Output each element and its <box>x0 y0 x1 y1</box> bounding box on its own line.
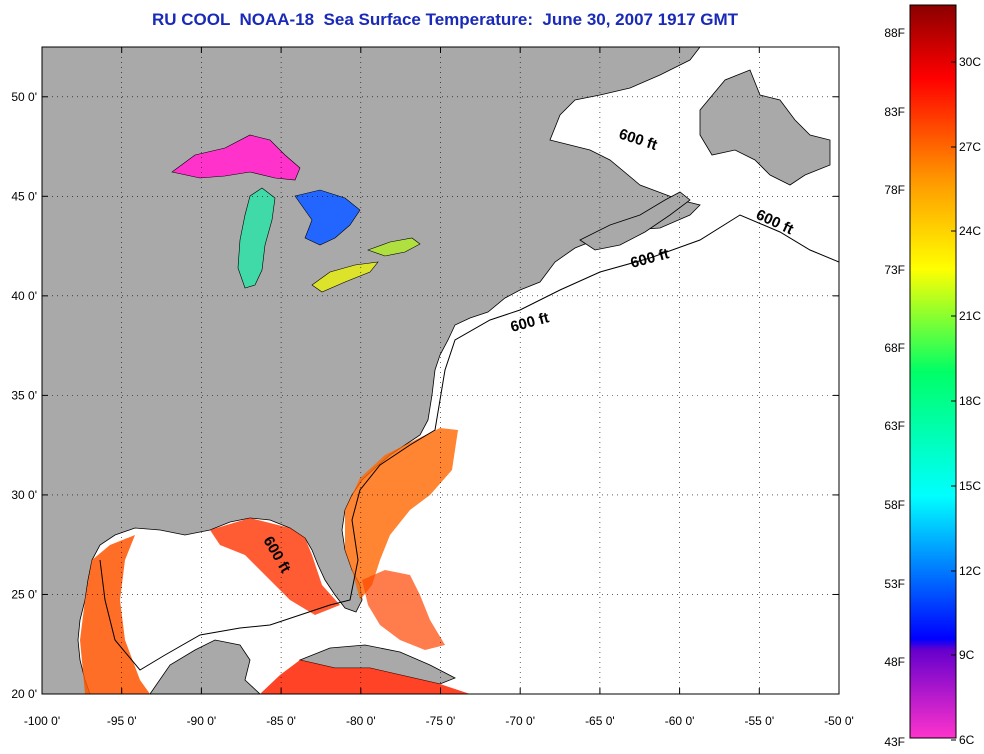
colorbar-c-label: 21C <box>959 309 981 323</box>
lon-tick-label: -95 0' <box>107 714 137 728</box>
colorbar-f-label: 73F <box>884 263 905 277</box>
colorbar-c-label: 24C <box>959 224 981 238</box>
lon-tick-label: -100 0' <box>24 714 60 728</box>
lat-tick-label: 40 0' <box>11 289 37 303</box>
gulf-sst-north <box>210 518 340 615</box>
atlantic-sst-band <box>345 428 458 600</box>
lake-ontario <box>367 237 421 257</box>
caribbean-sst <box>260 660 470 694</box>
contour-600ft <box>99 214 839 671</box>
colorbar-c-label: 27C <box>959 140 981 154</box>
colorbar-f-label: 78F <box>884 183 905 197</box>
colorbar-f-label: 63F <box>884 419 905 433</box>
map-title: RU COOL NOAA-18 Sea Surface Temperature:… <box>151 10 739 29</box>
lake-huron <box>294 189 361 246</box>
lat-tick-label: 45 0' <box>11 189 37 203</box>
lon-tick-label: -90 0' <box>187 714 217 728</box>
colorbar-c-label: 6C <box>959 733 975 747</box>
lat-tick-label: 30 0' <box>11 488 37 502</box>
lon-tick-label: -65 0' <box>585 714 615 728</box>
colorbar-f-label: 68F <box>884 341 905 355</box>
colorbar-c-label: 15C <box>959 479 981 493</box>
bahamas-sst <box>362 570 445 650</box>
nova-scotia-land <box>579 191 691 251</box>
colorbar-f-label: 48F <box>884 655 905 669</box>
gulf-sst-west <box>80 535 150 694</box>
lake-superior <box>171 134 301 181</box>
colorbar-c-label: 18C <box>959 394 981 408</box>
colorbar-c-label: 30C <box>959 55 981 69</box>
lat-tick-label: 25 0' <box>11 587 37 601</box>
colorbar-c-label: 12C <box>959 564 981 578</box>
lon-tick-label: -75 0' <box>426 714 456 728</box>
lat-tick-label: 35 0' <box>11 388 37 402</box>
colorbar-c-label: 9C <box>959 648 975 662</box>
lon-tick-label: -50 0' <box>824 714 854 728</box>
colorbar-f-label: 53F <box>884 577 905 591</box>
lon-tick-label: -70 0' <box>505 714 535 728</box>
lat-tick-label: 50 0' <box>11 90 37 104</box>
yucatan-land <box>149 639 261 694</box>
lon-tick-label: -85 0' <box>266 714 296 728</box>
colorbar-f-label: 43F <box>884 735 905 749</box>
lon-tick-label: -60 0' <box>665 714 695 728</box>
lake-erie <box>311 261 379 293</box>
colorbar <box>909 4 957 739</box>
colorbar-f-label: 58F <box>884 498 905 512</box>
colorbar-f-label: 83F <box>884 105 905 119</box>
lat-tick-label: 20 0' <box>11 687 37 701</box>
lon-tick-label: -80 0' <box>346 714 376 728</box>
colorbar-f-label: 88F <box>884 26 905 40</box>
newfoundland-land <box>699 69 831 186</box>
lon-tick-label: -55 0' <box>744 714 774 728</box>
